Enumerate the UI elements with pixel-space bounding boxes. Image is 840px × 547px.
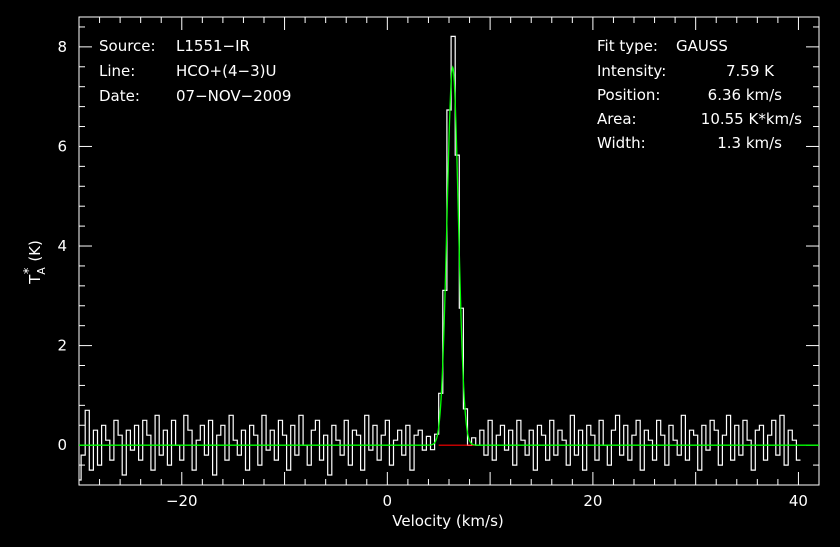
- y-axis-label-sup: *: [22, 267, 37, 274]
- info-position-key: Position:: [597, 86, 660, 104]
- info-source-key: Source:: [99, 37, 156, 55]
- info-area-value: 10.55 K*km/s: [701, 110, 802, 128]
- info-left: Source: L1551−IR Line: HCO+(4−3)U Date: …: [99, 37, 291, 105]
- info-line-value: HCO+(4−3)U: [176, 62, 276, 80]
- y-tick-label: 8: [57, 38, 67, 56]
- y-tick-label: 0: [57, 436, 67, 454]
- info-date-value: 07−NOV−2009: [176, 87, 291, 105]
- x-tick-label: 40: [789, 492, 808, 510]
- y-tick-label: 2: [57, 337, 67, 355]
- info-fittype-value: GAUSS: [676, 37, 728, 55]
- gauss-fit-line: [79, 65, 819, 446]
- y-axis-label-main: T: [26, 274, 44, 285]
- info-date-key: Date:: [99, 87, 140, 105]
- x-tick-label: 0: [383, 492, 393, 510]
- y-axis-label-unit: (K): [26, 240, 44, 262]
- info-area-key: Area:: [597, 110, 637, 128]
- info-width-key: Width:: [597, 134, 646, 152]
- info-fittype-key: Fit type:: [597, 37, 658, 55]
- info-right: Fit type: GAUSS Intensity: 7.59 K Positi…: [597, 37, 802, 152]
- info-intensity-value: 7.59 K: [726, 62, 775, 80]
- info-source-value: L1551−IR: [176, 37, 250, 55]
- svg-text:TA*(K): TA* (K): [22, 240, 48, 285]
- info-line-key: Line:: [99, 62, 135, 80]
- y-axis-label-sub: A: [35, 267, 48, 275]
- info-width-value: 1.3 km/s: [717, 134, 782, 152]
- y-tick-label: 6: [57, 137, 67, 155]
- spectrum-line: [79, 35, 801, 481]
- y-tick-label: 4: [57, 237, 67, 255]
- x-axis-label: Velocity (km/s): [392, 512, 503, 530]
- y-axis-label: TA* (K): [22, 240, 48, 285]
- x-tick-label: 20: [583, 492, 602, 510]
- info-position-value: 6.36 km/s: [708, 86, 783, 104]
- x-tick-label: −20: [166, 492, 198, 510]
- info-intensity-key: Intensity:: [597, 62, 666, 80]
